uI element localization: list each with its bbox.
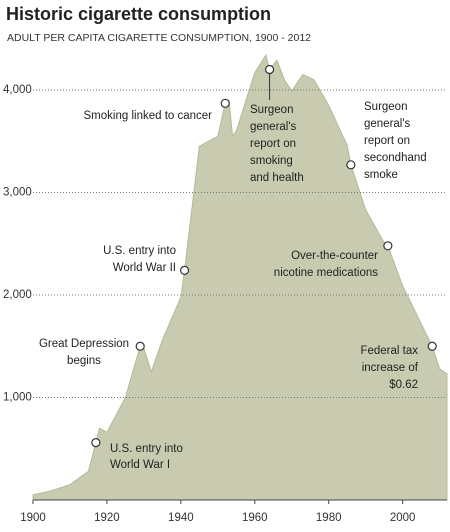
y-tick-label: 3,000 bbox=[3, 187, 32, 199]
annotation-text: World War I bbox=[110, 459, 170, 471]
annotation-text: and health bbox=[250, 172, 304, 184]
annotation-point bbox=[346, 160, 356, 170]
annotation-text: World War II bbox=[113, 262, 176, 274]
annotation-text: Surgeon bbox=[250, 104, 293, 116]
annotation-point bbox=[383, 241, 393, 251]
annotation-point bbox=[220, 98, 230, 108]
annotation-text: smoking bbox=[250, 155, 293, 167]
annotation-point bbox=[427, 341, 437, 351]
annotation-text: nicotine medications bbox=[274, 267, 378, 279]
x-tick-label: 2000 bbox=[390, 512, 416, 524]
annotation-text: Great Depression bbox=[39, 338, 129, 350]
annotation-text: Smoking linked to cancer bbox=[84, 110, 213, 122]
x-tick-label: 1900 bbox=[20, 512, 46, 524]
annotation-text: general's bbox=[250, 121, 297, 133]
annotation-text: Federal tax bbox=[360, 345, 418, 357]
x-tick-label: 1940 bbox=[168, 512, 194, 524]
annotation-text: U.S. entry into bbox=[103, 245, 176, 257]
annotation-point bbox=[91, 438, 101, 448]
x-tick-label: 1920 bbox=[94, 512, 120, 524]
annotation-point bbox=[135, 341, 145, 351]
annotation-point bbox=[264, 64, 275, 75]
annotation-text: U.S. entry into bbox=[110, 443, 183, 455]
annotation-text: report on bbox=[364, 135, 410, 147]
annotation-text: begins bbox=[67, 355, 101, 367]
annotation-text: general's bbox=[364, 118, 411, 130]
annotation-text: Over-the-counter bbox=[291, 250, 378, 262]
chart-title: Historic cigarette consumption bbox=[6, 4, 271, 24]
annotation-text: smoke bbox=[364, 169, 398, 181]
annotation-text: secondhand bbox=[364, 152, 427, 164]
annotation-text: increase of bbox=[362, 362, 419, 374]
x-tick-label: 1980 bbox=[316, 512, 342, 524]
annotation-text: $0.62 bbox=[389, 379, 418, 391]
y-tick-label: 2,000 bbox=[3, 289, 32, 301]
y-tick-label: 4,000 bbox=[3, 84, 32, 96]
area bbox=[32, 53, 448, 501]
y-tick-label: 1,000 bbox=[3, 392, 32, 404]
annotation-text: Surgeon bbox=[364, 101, 407, 113]
x-tick-label: 1960 bbox=[242, 512, 268, 524]
chart-subtitle: ADULT PER CAPITA CIGARETTE CONSUMPTION, … bbox=[7, 32, 311, 44]
annotation-point bbox=[179, 265, 190, 275]
annotation-text: report on bbox=[250, 138, 296, 150]
